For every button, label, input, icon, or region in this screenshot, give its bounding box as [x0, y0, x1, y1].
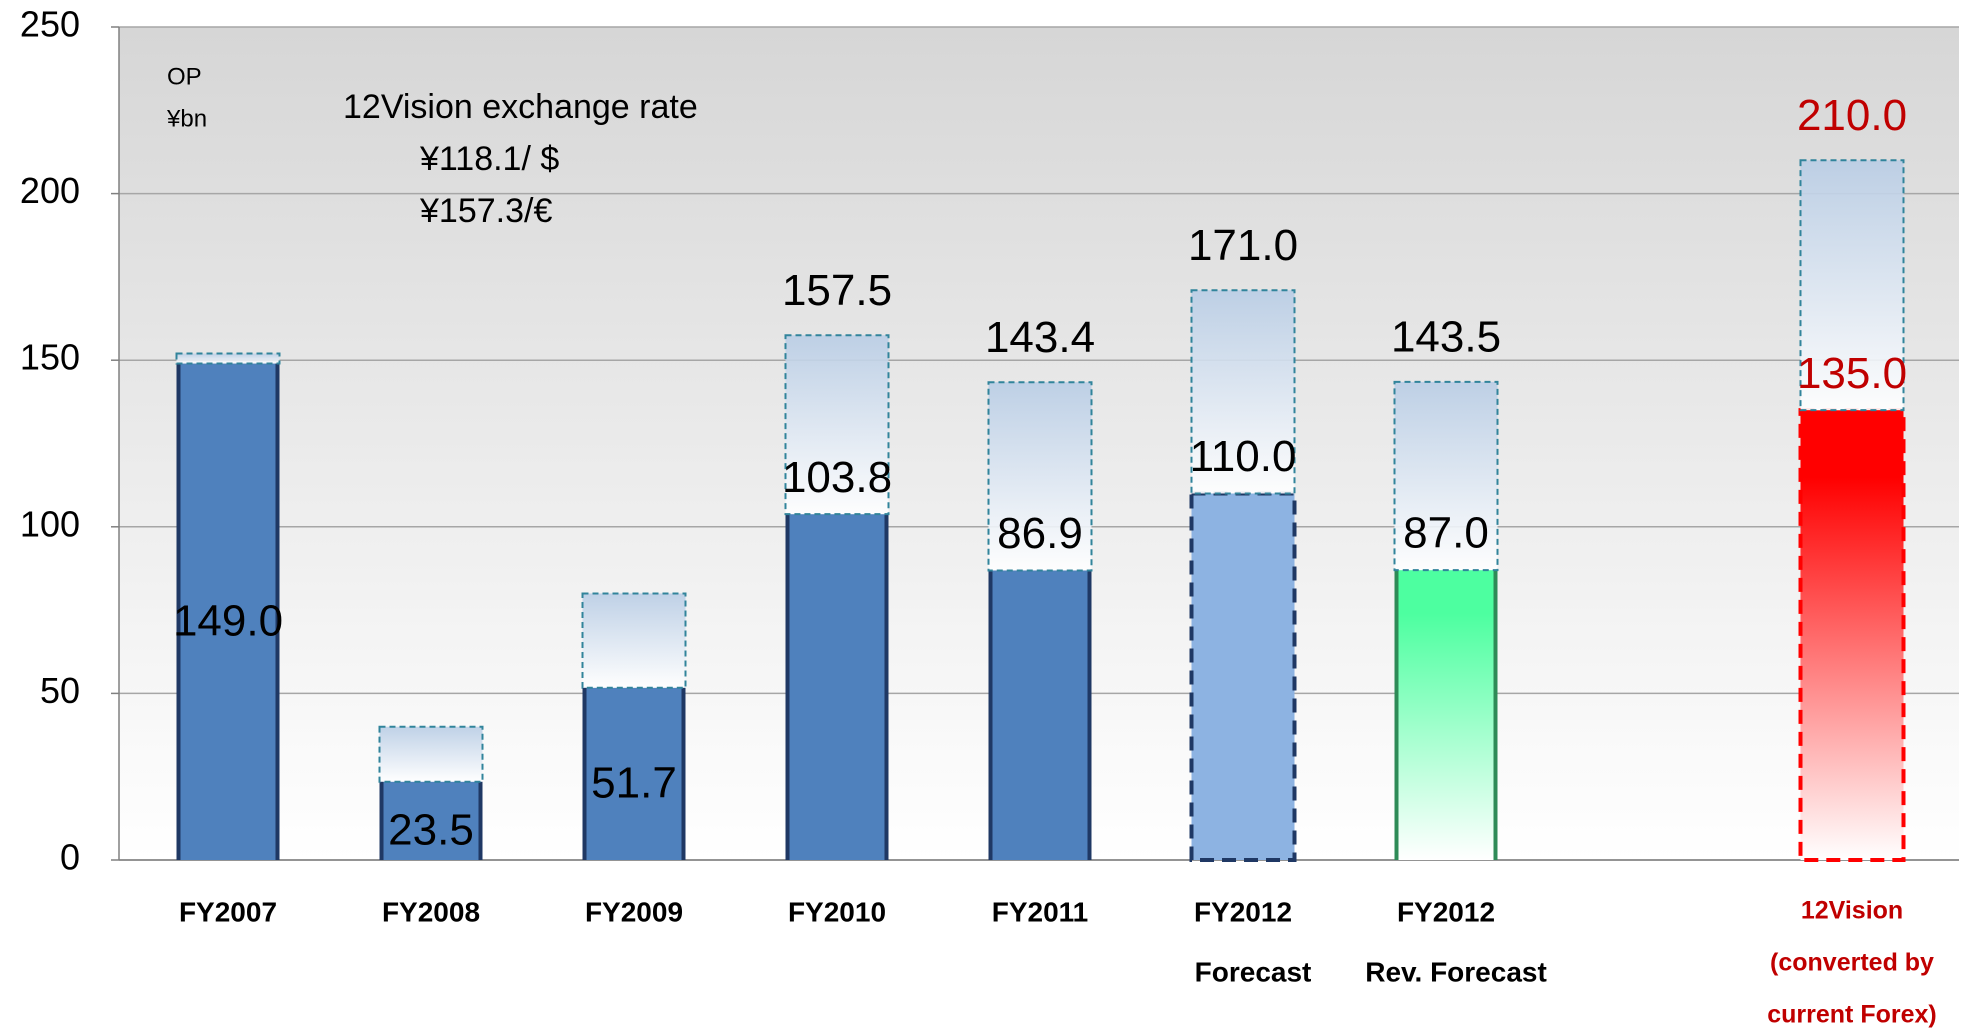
x-tick-label: FY2010 [788, 896, 886, 927]
target-box [1393, 380, 1499, 572]
y-tick-label: 50 [40, 670, 80, 711]
x-tick-label: current Forex) [1767, 1001, 1936, 1029]
y-tick-label: 0 [60, 837, 80, 878]
x-tick-label: Forecast [1195, 956, 1312, 987]
target-box [581, 592, 687, 689]
annotation: ¥bn [166, 105, 207, 132]
value-label: 87.0 [1403, 509, 1489, 558]
value-label: 110.0 [1190, 432, 1297, 481]
value-label: 143.4 [985, 313, 1095, 362]
target-box [1799, 159, 1905, 412]
value-label: 210.0 [1797, 91, 1907, 140]
y-tick-label: 100 [20, 503, 80, 544]
x-tick-label: FY2008 [382, 896, 480, 927]
target-box [175, 352, 281, 365]
annotation: 12Vision exchange rate [343, 88, 698, 126]
x-tick-label: FY2009 [585, 896, 683, 927]
value-label: 86.9 [997, 509, 1083, 558]
y-tick-label: 250 [20, 4, 80, 45]
value-label: 51.7 [591, 758, 677, 807]
y-tick-label: 150 [20, 337, 80, 378]
target-box [378, 725, 484, 783]
value-label: 149.0 [173, 596, 283, 645]
value-label: 171.0 [1188, 221, 1298, 270]
target-box [1190, 289, 1296, 495]
bar [988, 570, 1092, 860]
bar [1191, 493, 1295, 860]
target-box [784, 334, 890, 516]
y-tick-label: 200 [20, 170, 80, 211]
bar [785, 514, 889, 860]
x-tick-label: FY2007 [179, 896, 277, 927]
x-tick-label: 12Vision [1801, 897, 1903, 925]
value-label: 23.5 [388, 805, 474, 854]
value-label: 143.5 [1391, 312, 1501, 361]
value-label: 157.5 [782, 266, 892, 315]
value-label: 135.0 [1797, 349, 1907, 398]
bar [379, 781, 483, 860]
bar-outline [1189, 491, 1297, 862]
annotation: ¥118.1/ $ [419, 140, 559, 178]
x-tick-label: Rev. Forecast [1365, 956, 1547, 987]
annotation: ¥157.3/€ [419, 192, 552, 230]
bar [176, 363, 280, 860]
x-tick-label: FY2012 [1397, 896, 1495, 927]
bar [1394, 570, 1498, 860]
bar [1800, 410, 1904, 860]
x-tick-label: (converted by [1770, 949, 1934, 977]
x-tick-label: FY2011 [992, 896, 1089, 927]
target-box [987, 381, 1093, 572]
annotation: OP [167, 63, 202, 90]
bar [582, 687, 686, 860]
value-label: 103.8 [782, 453, 892, 502]
x-tick-label: FY2012 [1194, 896, 1292, 927]
